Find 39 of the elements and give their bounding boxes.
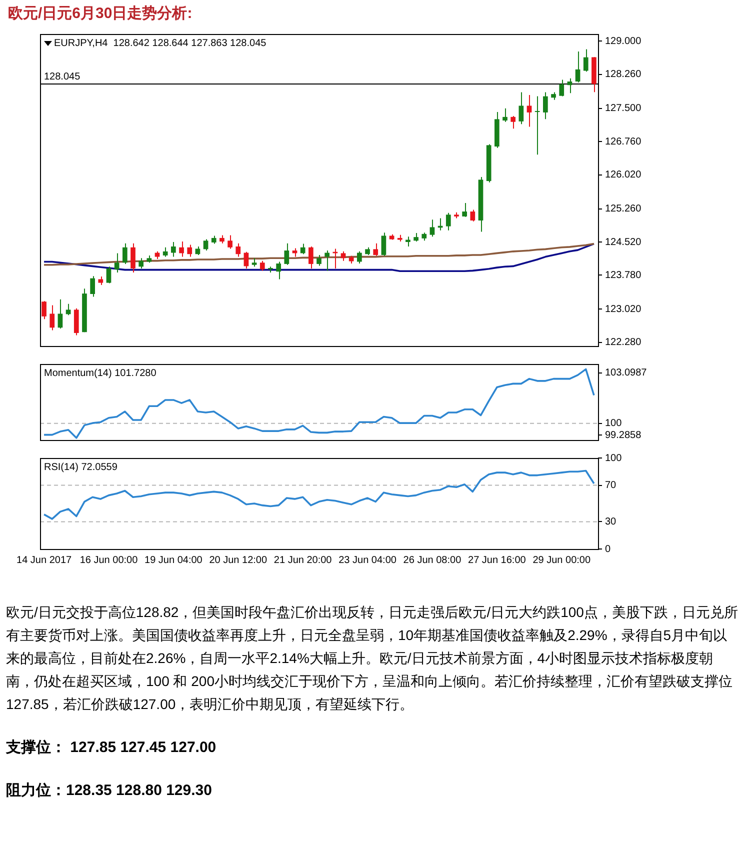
x-tick-label: 19 Jun 04:00 bbox=[144, 554, 203, 566]
x-tick-label: 16 Jun 00:00 bbox=[80, 554, 138, 566]
candlestick bbox=[348, 255, 354, 264]
x-tick-label: 21 Jun 20:00 bbox=[274, 554, 332, 566]
y-tick-label: 124.520 bbox=[605, 236, 642, 248]
ref-line-label: 128.045 bbox=[44, 72, 81, 83]
candlestick bbox=[397, 234, 402, 242]
y-tick-label: 103.0987 bbox=[605, 368, 648, 379]
chart-title: Momentum(14) 101.7280 bbox=[44, 368, 157, 379]
y-tick-label: 125.260 bbox=[605, 204, 642, 215]
y-tick-label: 122.280 bbox=[605, 337, 642, 348]
x-tick-label: 27 Jun 16:00 bbox=[468, 554, 526, 566]
chart-title: RSI(14) 72.0559 bbox=[44, 462, 118, 473]
text: 欧元/日元交投于高位128.82，但美国时段午盘汇价出现反转，日元走强后欧元/日元大约跌100点，美股下跌，日元兑所有主要货币对上涨。美国国债收益率再度上升，日元全盘呈弱，10年期基准国债收益率触及2.29%，录得自5月中旬以来的最高位，目前处在2.26%，自周一水平2.14%大幅上升。欧元/日元技术前景方面，4小时图显示技术指标极度朝南，仍处在超买区域，100 和 200小时均线交汇于现价下方，呈温和向上倾向。若汇价持续整理，汇价有望跌破支撑位 127.85，若汇价跌破127.00，表明汇价中期见顶，有望延续下行。 bbox=[6, 603, 739, 714]
y-tick-label: 123.780 bbox=[605, 270, 642, 281]
y-tick-label: 30 bbox=[605, 516, 617, 528]
x-tick-label: 26 Jun 08:00 bbox=[403, 554, 462, 566]
y-tick-label: 123.020 bbox=[605, 304, 642, 315]
y-tick-label: 126.760 bbox=[605, 136, 642, 148]
y-tick-label: 70 bbox=[605, 480, 617, 492]
candlestick bbox=[98, 276, 104, 286]
x-tick-label: 14 Jun 2017 bbox=[16, 554, 72, 566]
x-tick-label: 29 Jun 00:00 bbox=[532, 554, 591, 566]
y-tick-label: 99.2858 bbox=[605, 430, 642, 441]
text: 支撑位： 127.85 127.45 127.00 bbox=[6, 738, 218, 758]
y-tick-label: 126.020 bbox=[605, 170, 642, 181]
y-tick-label: 0 bbox=[605, 544, 611, 555]
candlestick bbox=[268, 266, 273, 273]
y-tick-label: 100 bbox=[605, 418, 622, 430]
x-tick-label: 20 Jun 12:00 bbox=[209, 554, 268, 566]
x-tick-label: 23 Jun 04:00 bbox=[338, 554, 397, 566]
y-tick-label: 127.500 bbox=[605, 103, 642, 114]
y-tick-label: 129.000 bbox=[605, 36, 642, 47]
y-tick-label: 100 bbox=[605, 452, 622, 464]
text: 阻力位：128.35 128.80 129.30 bbox=[6, 781, 213, 802]
candlestick bbox=[454, 212, 459, 219]
y-tick-label: 128.260 bbox=[605, 69, 642, 80]
chart-subtitle: EURJPY,H4 128.642 128.644 127.863 128.045 bbox=[54, 38, 267, 49]
chart-title: 欧元/日元6月30日走势分析: bbox=[8, 4, 194, 23]
